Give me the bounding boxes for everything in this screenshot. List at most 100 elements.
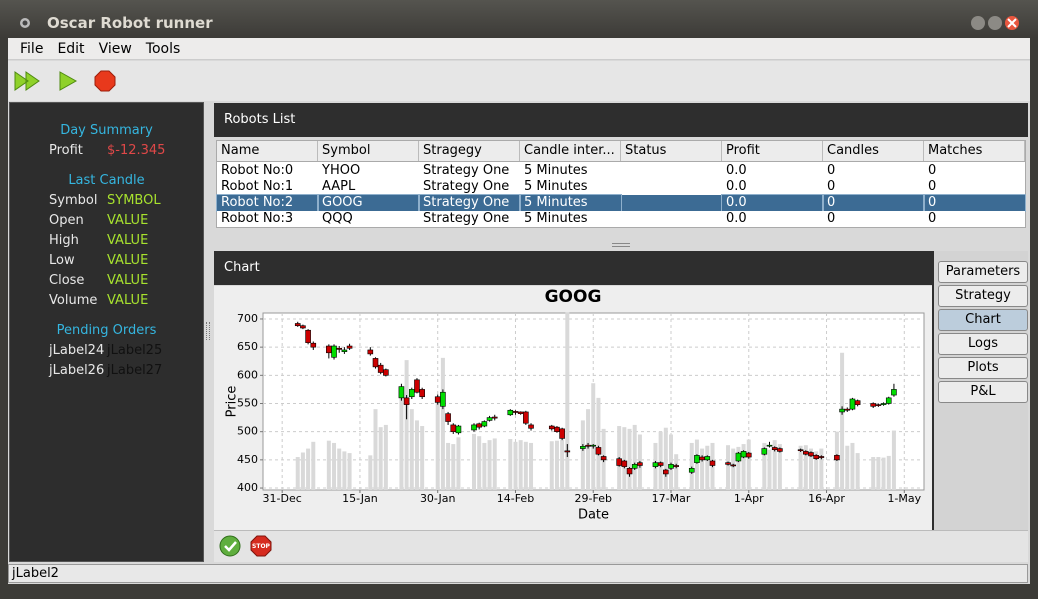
volume-bar bbox=[477, 436, 482, 490]
tab[interactable]: Chart bbox=[938, 309, 1028, 331]
candle-body bbox=[663, 469, 669, 475]
column-header[interactable]: Stragegy bbox=[419, 141, 520, 161]
title-bar bbox=[0, 0, 1038, 38]
candle-body bbox=[595, 447, 602, 455]
candle-body bbox=[517, 411, 524, 414]
candle-body bbox=[771, 447, 778, 451]
candle-body bbox=[875, 404, 882, 406]
volume-bar bbox=[798, 445, 803, 490]
candle-body bbox=[740, 451, 747, 458]
tab[interactable]: Logs bbox=[938, 333, 1028, 355]
volume-bar bbox=[456, 437, 461, 490]
window-title: Oscar Robot runner bbox=[47, 14, 213, 32]
volume-bar bbox=[622, 427, 627, 490]
volume-bar bbox=[414, 420, 419, 490]
field-label: Profit bbox=[49, 143, 83, 158]
volume-bar bbox=[658, 431, 663, 490]
menu-item[interactable]: Edit bbox=[57, 41, 85, 57]
x-tick-label: 15-Jan bbox=[342, 492, 378, 505]
candle-body bbox=[326, 345, 332, 354]
table-cell: 0 bbox=[923, 194, 1026, 212]
bottom-buttons[interactable]: STOP bbox=[218, 534, 278, 560]
volume-bar bbox=[347, 453, 352, 490]
tab[interactable]: Strategy bbox=[938, 285, 1028, 307]
table-cell: Robot No:3 bbox=[221, 211, 294, 226]
volume-bar bbox=[311, 441, 316, 490]
volume-bar bbox=[591, 383, 596, 490]
volume-bar bbox=[705, 445, 710, 490]
column-header[interactable]: Profit bbox=[722, 141, 823, 161]
volume-bar bbox=[891, 430, 896, 490]
column-header[interactable]: Matches bbox=[924, 141, 1025, 161]
candle-body bbox=[580, 446, 586, 449]
candle-body bbox=[440, 391, 446, 407]
volume-bar bbox=[306, 448, 311, 490]
column-header[interactable]: Symbol bbox=[318, 141, 419, 161]
field-value: SYMBOL bbox=[107, 193, 161, 208]
candle-body bbox=[476, 423, 482, 428]
candle-body bbox=[341, 349, 348, 352]
candle-body bbox=[512, 411, 519, 413]
chart-title: GOOG bbox=[545, 287, 602, 307]
candle-body bbox=[818, 456, 825, 458]
candle-body bbox=[626, 468, 633, 475]
volume-bar bbox=[886, 455, 891, 490]
volume-bar bbox=[881, 457, 886, 490]
candle-body bbox=[377, 364, 384, 373]
menu-item[interactable]: Tools bbox=[145, 41, 181, 57]
candle-body bbox=[849, 398, 856, 410]
menu-item[interactable]: View bbox=[98, 41, 132, 57]
volume-bar bbox=[731, 448, 736, 490]
candle-body bbox=[730, 464, 737, 467]
candle-body bbox=[310, 342, 317, 348]
tab[interactable]: P&L bbox=[938, 381, 1028, 403]
volume-bar bbox=[663, 427, 668, 490]
candle-body bbox=[590, 444, 597, 447]
column-header[interactable]: Status bbox=[621, 141, 722, 161]
y-tick-label: 700 bbox=[237, 312, 258, 325]
volume-bar bbox=[513, 441, 518, 490]
table-cell: YHOO bbox=[322, 163, 361, 178]
field-label: jLabel26 bbox=[49, 363, 105, 378]
candle-body bbox=[455, 425, 462, 434]
table-row[interactable]: Robot No:1 AAPL Strategy One 5 Minutes 0.0 0 0 bbox=[217, 179, 1025, 195]
volume-bar bbox=[300, 452, 305, 490]
volume-bar bbox=[492, 438, 497, 490]
robots-header: Robots List bbox=[214, 103, 1028, 137]
candle-body bbox=[668, 464, 674, 469]
candle-body bbox=[523, 411, 529, 424]
table-cell: Strategy One bbox=[418, 194, 521, 212]
column-header[interactable]: Candles bbox=[823, 141, 924, 161]
volume-bar bbox=[565, 312, 570, 490]
tab[interactable]: Parameters bbox=[938, 261, 1028, 283]
candle-body bbox=[507, 409, 514, 416]
column-header[interactable]: Candle inter... bbox=[520, 141, 621, 161]
window-buttons[interactable] bbox=[968, 14, 1028, 34]
candle-body bbox=[294, 323, 301, 327]
table-row[interactable]: Robot No:2 GOOG Strategy One 5 Minutes 0.0 0 0 bbox=[216, 194, 1026, 212]
x-tick-label: 30-Jan bbox=[420, 492, 456, 505]
volume-bar bbox=[332, 442, 337, 490]
column-header[interactable]: Name bbox=[217, 141, 318, 161]
candle-body bbox=[704, 456, 711, 461]
table-cell: 0 bbox=[928, 211, 937, 226]
candle-body bbox=[834, 455, 840, 461]
table-row[interactable]: Robot No:3 QQQ Strategy One 5 Minutes 0.0 0 0 bbox=[217, 211, 1025, 227]
table-cell: Strategy One bbox=[423, 211, 510, 226]
x-tick-label: 17-Mar bbox=[652, 492, 691, 505]
candle-body bbox=[528, 424, 534, 429]
table-cell: 5 Minutes bbox=[524, 163, 588, 178]
table-cell: 0.0 bbox=[726, 163, 747, 178]
tab[interactable]: Plots bbox=[938, 357, 1028, 379]
candle-body bbox=[336, 347, 343, 350]
tab-strip: Parameters Strategy Chart Logs Plots P&L bbox=[932, 251, 1028, 530]
menu-bar: File Edit View Tools bbox=[8, 38, 1030, 60]
volume-bar bbox=[845, 445, 850, 490]
table-cell: 0.0 bbox=[721, 194, 824, 212]
toolbar-buttons[interactable] bbox=[12, 68, 124, 96]
y-tick-label: 550 bbox=[237, 397, 258, 410]
table-row[interactable]: Robot No:0 YHOO Strategy One 5 Minutes 0.0 0 0 bbox=[217, 163, 1025, 179]
candle-body bbox=[346, 345, 353, 349]
menu-item[interactable]: File bbox=[20, 41, 44, 57]
